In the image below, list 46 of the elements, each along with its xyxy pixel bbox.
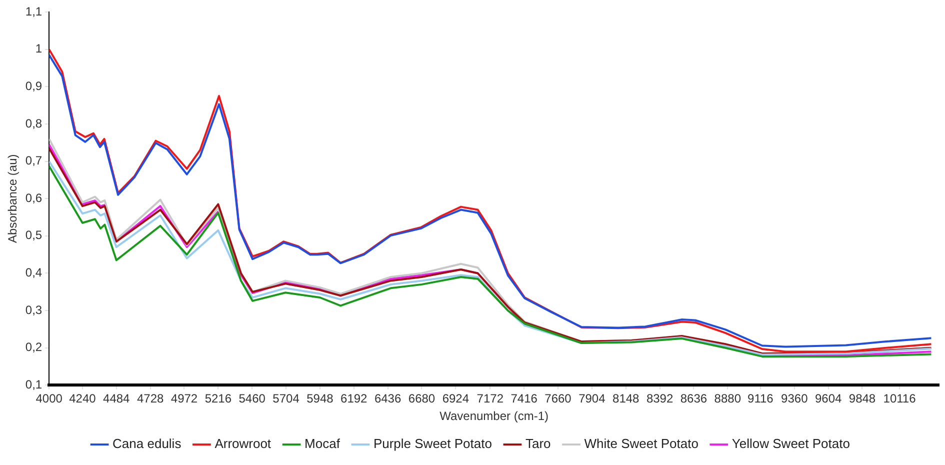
y-tick-label: 0,6 bbox=[25, 190, 42, 205]
x-tick-label: 6192 bbox=[340, 392, 368, 406]
legend-label: Taro bbox=[525, 436, 551, 452]
y-tick-label: 0,4 bbox=[25, 266, 42, 280]
x-tick-label: 6680 bbox=[408, 392, 436, 406]
legend-label: White Sweet Potato bbox=[584, 436, 698, 452]
x-axis-title: Wavenumber (cm-1) bbox=[440, 409, 548, 424]
y-tick-label: 1,1 bbox=[25, 4, 42, 18]
y-axis-title: Absorbance (au) bbox=[6, 154, 20, 243]
x-tick-label: 7660 bbox=[544, 392, 572, 406]
x-tick-label: 9604 bbox=[814, 392, 842, 406]
x-tick-label: 8392 bbox=[646, 392, 674, 406]
x-tick-label: 9360 bbox=[781, 392, 808, 406]
legend-label: Yellow Sweet Potato bbox=[732, 436, 850, 452]
x-tick-label: 7416 bbox=[510, 392, 538, 406]
x-tick-label: 5948 bbox=[306, 392, 334, 406]
y-tick-label: 0,1 bbox=[25, 378, 42, 392]
y-tick-label: 0,7 bbox=[25, 154, 42, 168]
y-tick-label: 0,5 bbox=[25, 228, 42, 242]
x-tick-label: 4484 bbox=[103, 392, 130, 406]
x-tick-label: 8880 bbox=[714, 392, 742, 406]
x-tick-label: 4972 bbox=[170, 392, 198, 406]
x-tick-label: 5460 bbox=[238, 392, 266, 406]
x-tick-label: 5216 bbox=[204, 392, 232, 406]
x-tick-label: 7172 bbox=[476, 392, 504, 406]
y-tick-label: 0,3 bbox=[25, 302, 42, 317]
y-tick-label: 1 bbox=[35, 42, 42, 56]
x-tick-label: 8148 bbox=[612, 392, 640, 406]
legend-label: Cana edulis bbox=[112, 436, 182, 452]
x-tick-label: 9116 bbox=[748, 392, 774, 406]
x-tick-label: 8636 bbox=[680, 392, 708, 406]
x-tick-label: 4000 bbox=[36, 392, 63, 406]
x-tick-label: 10116 bbox=[883, 392, 916, 406]
y-tick-label: 0,9 bbox=[25, 78, 42, 93]
legend-label: Arrowroot bbox=[214, 436, 272, 452]
x-tick-label: 7904 bbox=[578, 392, 606, 406]
x-tick-label: 5704 bbox=[272, 392, 300, 406]
legend-label: Mocaf bbox=[304, 436, 340, 452]
x-tick-label: 9848 bbox=[848, 392, 876, 406]
x-tick-label: 6436 bbox=[374, 392, 402, 406]
x-tick-label: 4728 bbox=[136, 392, 164, 406]
x-tick-label: 6924 bbox=[442, 392, 470, 406]
legend-label: Purple Sweet Potato bbox=[373, 436, 492, 452]
y-tick-label: 0,8 bbox=[25, 116, 42, 130]
x-tick-label: 4240 bbox=[69, 392, 96, 406]
y-tick-label: 0,2 bbox=[25, 340, 42, 354]
